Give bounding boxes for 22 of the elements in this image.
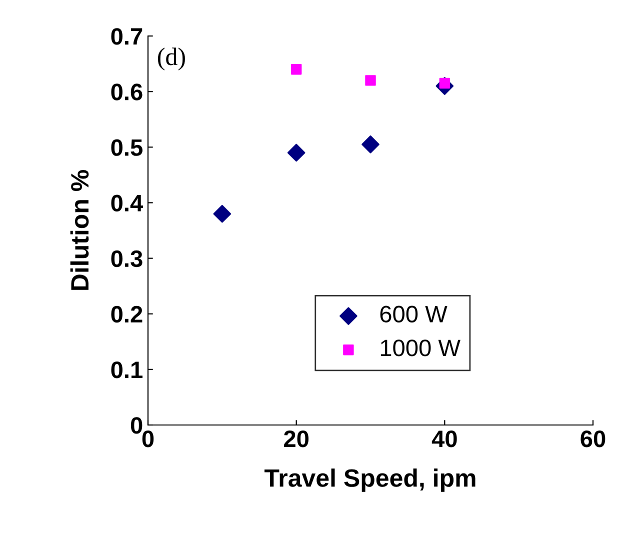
- y-tick-label: 0.6: [111, 84, 142, 100]
- y-tick-label: 0.4: [111, 194, 144, 212]
- point: [290, 64, 302, 75]
- x-tick-label: 40: [432, 430, 457, 448]
- x-tick-label: 60: [580, 430, 606, 448]
- y-tick-label: 0.1: [111, 361, 142, 378]
- y-tick-label: 0: [130, 417, 142, 434]
- x-tick-label: 0: [142, 430, 154, 448]
- y-axis-title: Dilution %: [70, 170, 89, 290]
- legend-label: 1000 W: [380, 340, 460, 356]
- point: [365, 75, 376, 86]
- y-tick-label: 0.5: [111, 139, 142, 156]
- x-axis-title: Travel Speed, ipm: [264, 468, 476, 492]
- point: [213, 204, 232, 223]
- y-tick-label: 0.7: [111, 28, 142, 45]
- y-tick-label: 0.2: [111, 306, 142, 323]
- annotation: (d): [158, 48, 185, 70]
- x-tick-label: 20: [284, 430, 308, 448]
- y-tick-label: 0.3: [111, 250, 142, 268]
- point: [362, 135, 380, 154]
- legend-label: 600 W: [380, 306, 448, 322]
- point: [287, 144, 306, 162]
